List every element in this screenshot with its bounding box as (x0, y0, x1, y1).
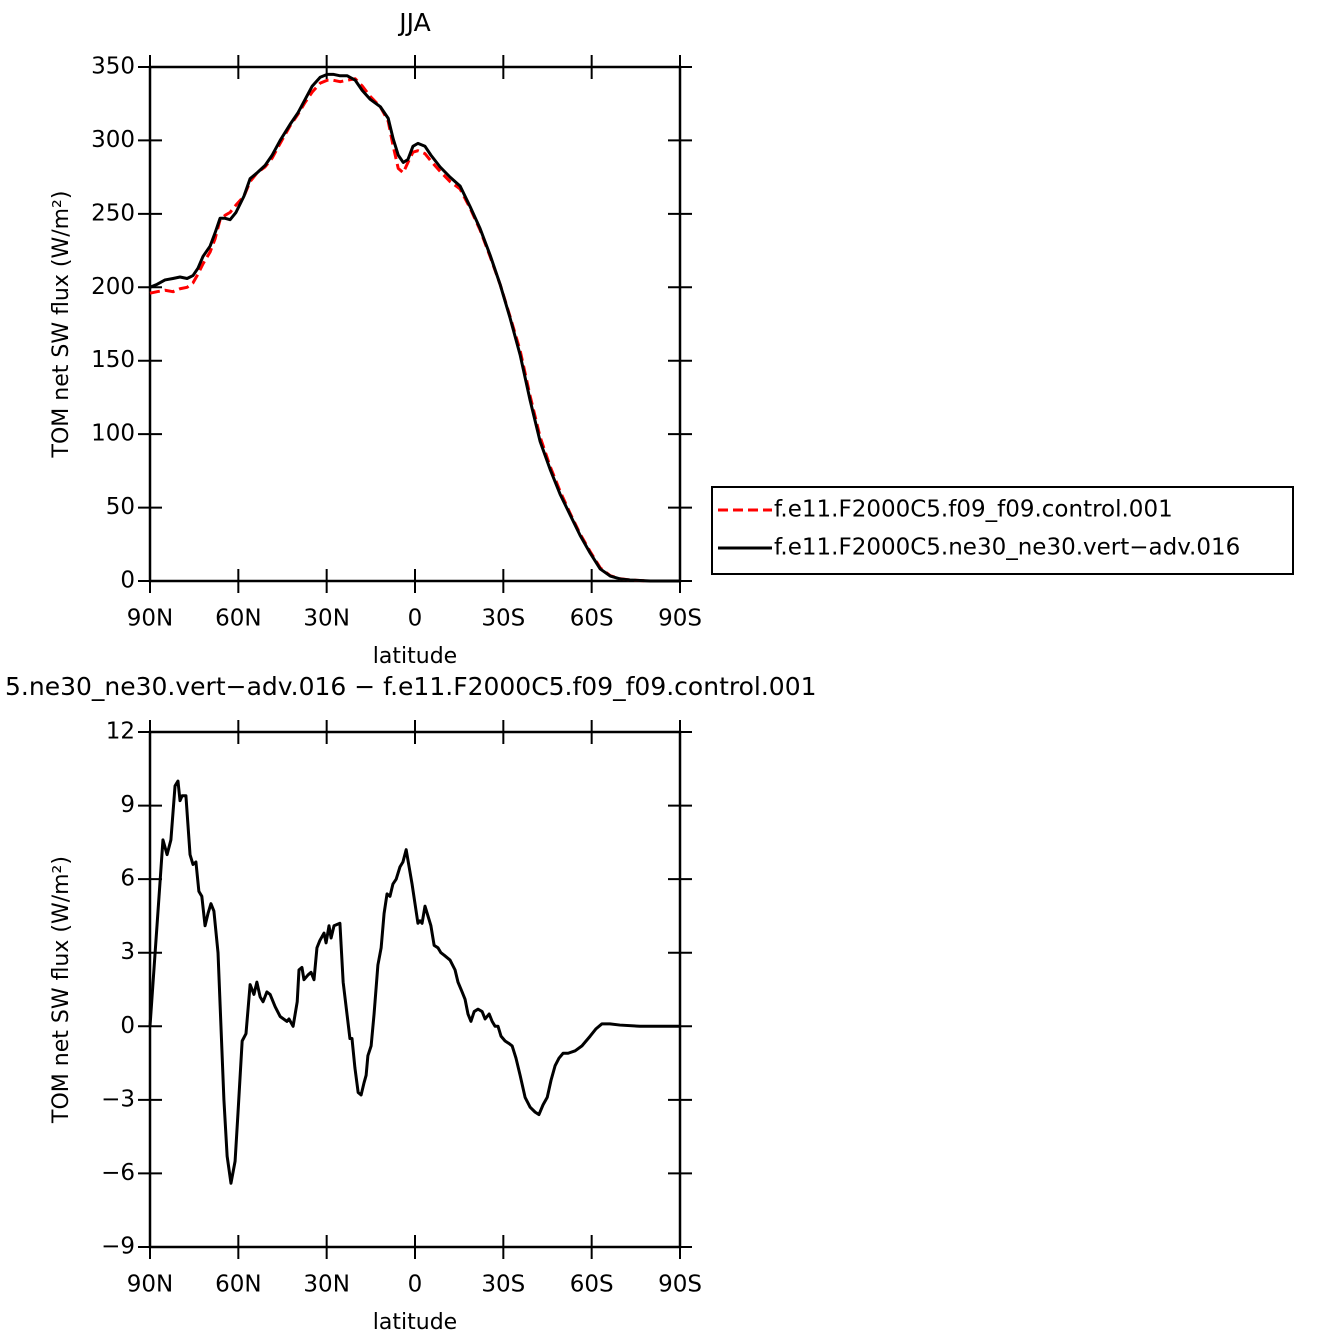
y-tick-label: 0 (120, 568, 135, 594)
x-tick-label: 90S (658, 1272, 702, 1298)
legend-box (711, 486, 1294, 575)
chart-title: JJA (397, 8, 430, 37)
y-tick-label: −9 (101, 1234, 135, 1260)
legend-label: f.e11.F2000C5.f09_f09.control.001 (774, 497, 1173, 523)
y-tick-label: 0 (120, 1013, 135, 1039)
x-tick-label: 60S (570, 1272, 614, 1298)
x-tick-label: 60N (215, 1272, 261, 1298)
x-tick-label: 0 (408, 1272, 423, 1298)
y-tick-label: 6 (120, 866, 135, 892)
x-tick-label: 90N (127, 606, 173, 632)
chart-title: 5.ne30_ne30.vert−adv.016 − f.e11.F2000C5… (5, 672, 817, 701)
data-line (149, 72, 680, 583)
x-tick-label: 30S (481, 606, 525, 632)
y-tick-label: −3 (101, 1086, 135, 1112)
y-tick-label: 50 (106, 494, 135, 520)
y-tick-label: 200 (91, 274, 135, 300)
x-tick-label: 90S (658, 606, 702, 632)
x-tick-label: 60N (215, 606, 261, 632)
y-axis-label: TOM net SW flux (W/m²) (49, 191, 74, 459)
y-tick-label: 3 (120, 939, 135, 965)
y-tick-label: 350 (91, 54, 135, 80)
x-axis-label: latitude (373, 644, 457, 669)
y-tick-label: −6 (101, 1160, 135, 1186)
x-tick-label: 30S (481, 1272, 525, 1298)
y-tick-label: 12 (106, 719, 135, 745)
y-axis-label: TOM net SW flux (W/m²) (49, 856, 74, 1124)
legend-label: f.e11.F2000C5.ne30_ne30.vert−adv.016 (774, 535, 1240, 561)
y-tick-label: 100 (91, 421, 135, 447)
x-tick-label: 0 (408, 606, 423, 632)
y-tick-label: 9 (120, 792, 135, 818)
y-tick-label: 300 (91, 127, 135, 153)
x-axis-label: latitude (373, 1310, 457, 1335)
data-line (149, 77, 680, 583)
x-tick-label: 60S (570, 606, 614, 632)
y-tick-label: 250 (91, 200, 135, 226)
y-tick-label: 150 (91, 347, 135, 373)
data-line (148, 779, 680, 1185)
x-tick-label: 30N (303, 1272, 349, 1298)
x-tick-label: 30N (303, 606, 349, 632)
x-tick-label: 90N (127, 1272, 173, 1298)
